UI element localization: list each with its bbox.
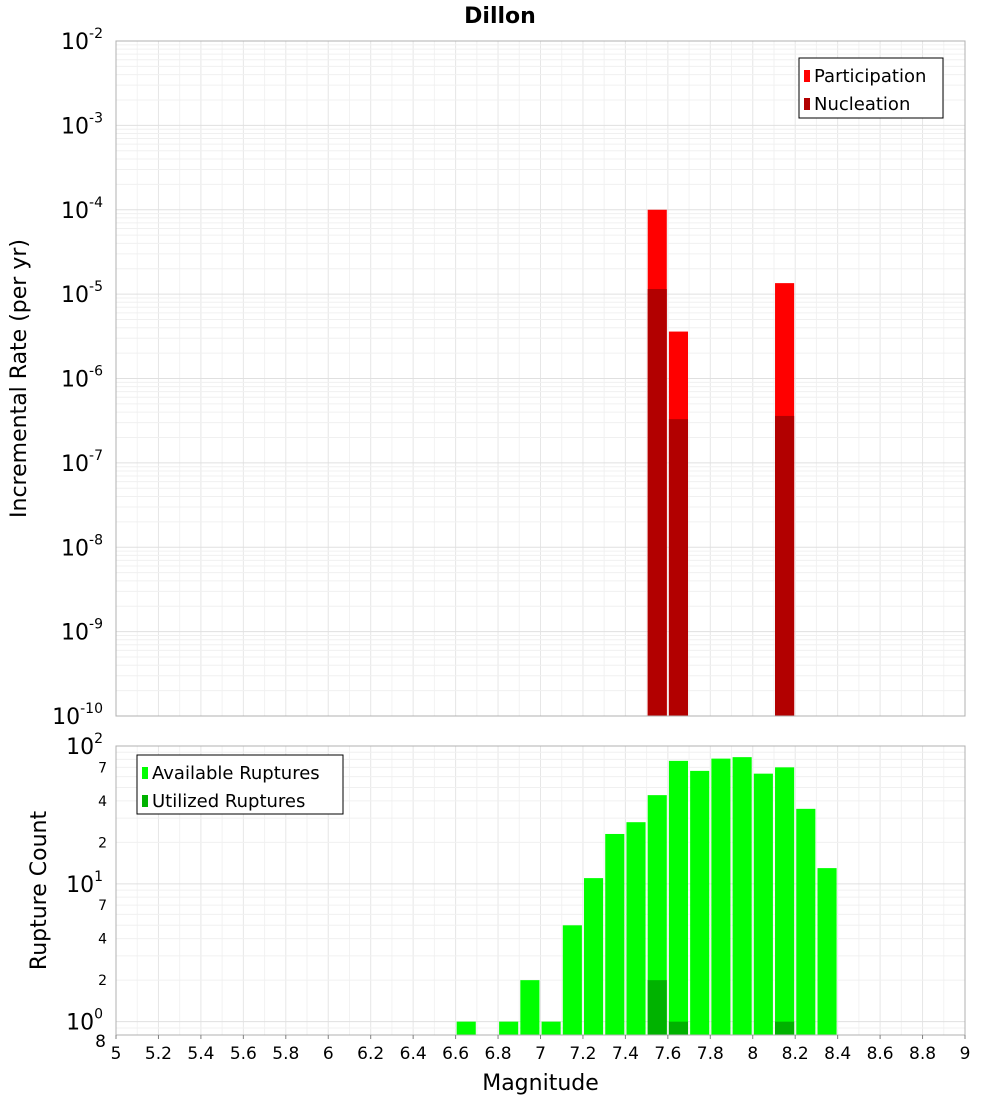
count-bar-a — [668, 760, 689, 1035]
rate-legend-swatch — [804, 70, 810, 82]
rate-grid — [115, 40, 966, 717]
rate-legend-label: Participation — [814, 66, 926, 87]
x-tick-label: 5.6 — [230, 1044, 257, 1064]
count-bar-a — [796, 808, 816, 1035]
x-tick-label: 5 — [111, 1044, 122, 1064]
magnitude-x-ticks: 5 5.2 5.4 5.6 5.8 6 6.2 6.4 6.6 6.8 7 7.2 7.4 7.6 7.8 8… — [111, 1035, 971, 1064]
count-bar-a — [499, 1021, 519, 1035]
rate-y-ticks: 10-10 10-9 10-8 10-7 10-6 10-5 10-4 10-3 10-2 — [52, 26, 103, 730]
x-tick-label: 8.4 — [824, 1044, 851, 1064]
count-bar-a — [456, 1021, 476, 1035]
count-y-minor-tick-label: 7 — [98, 760, 107, 776]
rate-y-tick-label: 10-4 — [61, 195, 103, 224]
x-tick-label: 5.8 — [272, 1044, 299, 1064]
count-y-minor-tick-label: 2 — [98, 973, 107, 989]
chart-title: Dillon — [464, 4, 536, 29]
rate-y-tick-label: 10-6 — [61, 364, 103, 393]
count-y-tick-label: 101 — [66, 869, 103, 898]
rate-y-tick-label: 10-8 — [61, 532, 103, 561]
x-tick-label: 7 — [535, 1044, 546, 1064]
count-bar-b — [775, 1021, 795, 1035]
count-bar-a — [753, 773, 773, 1035]
rate-bar-b — [775, 415, 795, 716]
count-bar-a — [775, 767, 795, 1035]
rate-legend-label: Nucleation — [814, 94, 910, 115]
x-tick-label: 7.4 — [612, 1044, 639, 1064]
rate-legend: Participation Nucleation — [798, 57, 944, 119]
count-bar-a — [605, 833, 625, 1035]
count-legend-label: Available Ruptures — [152, 763, 320, 784]
count-bar-a — [562, 925, 582, 1035]
rate-y-tick-label: 10-7 — [61, 448, 103, 477]
count-y-tick-label: 102 — [66, 731, 103, 760]
count-y-tick-label: 100 — [66, 1007, 103, 1036]
count-legend-label: Utilized Ruptures — [152, 791, 305, 812]
rate-y-tick-label: 10-10 — [52, 701, 103, 730]
rate-legend-box — [798, 57, 944, 119]
x-tick-label: 7.8 — [697, 1044, 724, 1064]
count-bar-a — [541, 1021, 561, 1035]
x-tick-label: 7.6 — [654, 1044, 681, 1064]
count-y-axis-label: Rupture Count — [27, 811, 52, 971]
count-bar-a — [690, 770, 710, 1035]
magnitude-x-axis-label: Magnitude — [482, 1071, 599, 1096]
x-tick-label: 8.8 — [909, 1044, 936, 1064]
x-tick-label: 6.6 — [442, 1044, 469, 1064]
rate-y-tick-label: 10-9 — [61, 617, 103, 646]
count-y-minor-tick-label: 2 — [98, 835, 107, 851]
count-legend-swatch — [142, 795, 148, 807]
count-bar-b — [647, 980, 667, 1035]
x-tick-label: 8 — [747, 1044, 758, 1064]
rate-plot-border — [115, 40, 966, 717]
count-panel: 100 101 102 8 2 4 7 2 4 7 5 5.2 5.4 5.6 5.8 6 6.2 6.4 6.6… — [27, 731, 970, 1096]
count-bar-a — [520, 980, 540, 1035]
rate-legend-swatch — [804, 98, 810, 110]
count-y-minor-tick-label: 7 — [98, 898, 107, 914]
count-legend-swatch — [142, 767, 148, 779]
count-legend: Available Ruptures Utilized Ruptures — [136, 754, 344, 815]
x-tick-label: 8.6 — [867, 1044, 894, 1064]
x-tick-label: 6 — [323, 1044, 334, 1064]
x-tick-label: 6.2 — [357, 1044, 384, 1064]
count-y-ticks: 100 101 102 8 2 4 7 2 4 7 — [66, 731, 107, 1052]
count-bar-a — [584, 878, 604, 1035]
count-bar-a — [647, 795, 667, 1035]
x-tick-label: 5.4 — [187, 1044, 214, 1064]
rate-y-tick-label: 10-3 — [61, 110, 103, 139]
x-tick-label: 6.8 — [485, 1044, 512, 1064]
count-bar-a — [711, 758, 731, 1035]
count-bars — [456, 757, 837, 1035]
rate-y-tick-label: 10-2 — [61, 26, 103, 55]
count-legend-box — [136, 754, 344, 815]
rate-bar-b — [668, 419, 689, 716]
count-y-minor-tick-label: 4 — [98, 932, 107, 948]
x-tick-label: 8.2 — [782, 1044, 809, 1064]
count-bar-b — [668, 1021, 689, 1035]
x-tick-label: 5.2 — [145, 1044, 172, 1064]
x-tick-label: 9 — [960, 1044, 971, 1064]
count-bar-a — [626, 822, 646, 1035]
x-tick-label: 6.4 — [400, 1044, 427, 1064]
rate-y-axis-label: Incremental Rate (per yr) — [7, 239, 32, 518]
rate-y-tick-label: 10-5 — [61, 279, 103, 308]
rate-panel: 10-10 10-9 10-8 10-7 10-6 10-5 10-4 10-3 10-2 In… — [7, 26, 966, 730]
count-bar-a — [732, 757, 752, 1035]
count-y-minor-tick-label: 4 — [98, 794, 107, 810]
rate-bars — [647, 209, 795, 716]
count-bar-a — [817, 868, 837, 1035]
rate-bar-b — [647, 289, 667, 716]
x-tick-label: 7.2 — [569, 1044, 596, 1064]
count-y-minor-tick-label: 8 — [95, 1032, 106, 1052]
